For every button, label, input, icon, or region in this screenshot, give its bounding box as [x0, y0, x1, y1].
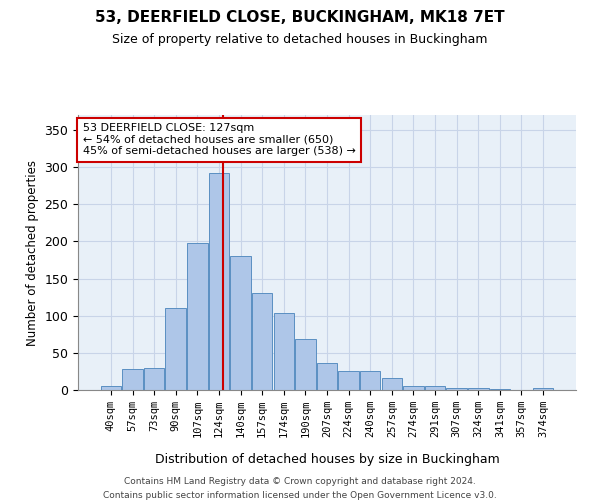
Bar: [166, 308, 186, 390]
Bar: [122, 369, 143, 390]
Bar: [403, 386, 424, 390]
Y-axis label: Number of detached properties: Number of detached properties: [26, 160, 39, 346]
Bar: [446, 388, 467, 390]
Bar: [144, 368, 164, 390]
Bar: [468, 388, 488, 390]
Text: Size of property relative to detached houses in Buckingham: Size of property relative to detached ho…: [112, 32, 488, 46]
Text: 53 DEERFIELD CLOSE: 127sqm
← 54% of detached houses are smaller (650)
45% of sem: 53 DEERFIELD CLOSE: 127sqm ← 54% of deta…: [83, 123, 356, 156]
Bar: [295, 340, 316, 390]
Bar: [209, 173, 229, 390]
Text: Contains HM Land Registry data © Crown copyright and database right 2024.: Contains HM Land Registry data © Crown c…: [124, 478, 476, 486]
Bar: [187, 243, 208, 390]
Text: Distribution of detached houses by size in Buckingham: Distribution of detached houses by size …: [155, 452, 499, 466]
Bar: [230, 256, 251, 390]
Bar: [533, 388, 553, 390]
Bar: [101, 386, 121, 390]
Text: 53, DEERFIELD CLOSE, BUCKINGHAM, MK18 7ET: 53, DEERFIELD CLOSE, BUCKINGHAM, MK18 7E…: [95, 10, 505, 25]
Bar: [338, 370, 359, 390]
Bar: [252, 294, 272, 390]
Bar: [382, 378, 402, 390]
Bar: [425, 386, 445, 390]
Text: Contains public sector information licensed under the Open Government Licence v3: Contains public sector information licen…: [103, 491, 497, 500]
Bar: [360, 370, 380, 390]
Bar: [317, 363, 337, 390]
Bar: [274, 314, 294, 390]
